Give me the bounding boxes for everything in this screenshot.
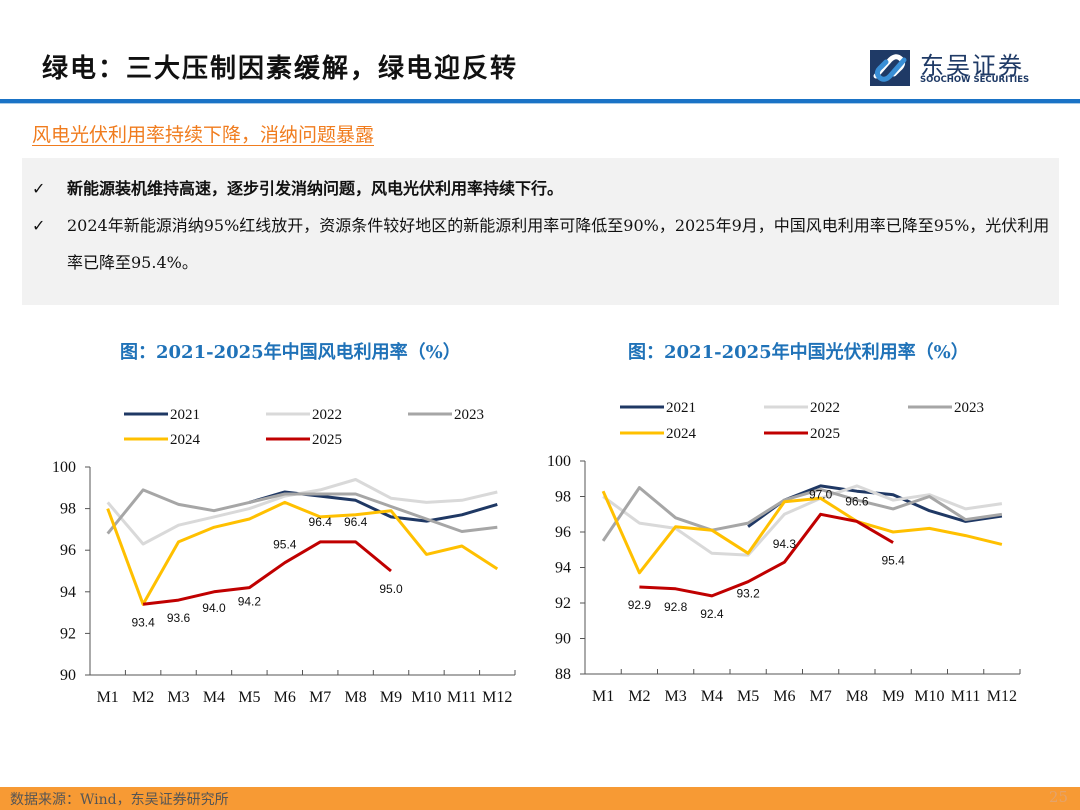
series-line-2023	[601, 486, 1003, 542]
y-tick-label: 92	[60, 625, 76, 642]
x-tick-label: M4	[701, 688, 723, 705]
section-subheading: 风电光伏利用率持续下降，消纳问题暴露	[32, 124, 375, 146]
data-source: 数据来源：Wind，东吴证券研究所	[10, 792, 229, 808]
y-tick-label: 94	[60, 584, 76, 601]
x-tick-label: M8	[345, 689, 367, 706]
legend-label: 2022	[810, 400, 840, 416]
data-label: 95.4	[273, 538, 297, 552]
series-line-2022	[602, 484, 1003, 557]
x-tick-label: M11	[951, 688, 981, 705]
x-tick-label: M10	[411, 689, 441, 706]
y-tick-label: 100	[547, 453, 571, 470]
series-line-2024	[106, 500, 499, 606]
x-tick-label: M1	[592, 688, 614, 705]
data-label: 94.2	[238, 595, 262, 609]
series-line-2023	[106, 488, 498, 535]
series-line-2025	[142, 540, 392, 606]
x-tick-label: M3	[167, 689, 189, 706]
checkmark-icon: ✓	[32, 216, 46, 235]
y-tick-label: 98	[555, 489, 571, 506]
legend-label: 2021	[666, 400, 696, 416]
wind-chart: 90 92 94 96 98 100 M1 M2 M3 M4 M5 M6 M7 M8 M9 M10 M11 M12…	[52, 407, 516, 706]
x-tick-label: M10	[914, 688, 944, 705]
header-divider	[0, 99, 1080, 103]
page-number: 25	[1048, 788, 1068, 806]
x-tick-label: M12	[987, 688, 1017, 705]
y-tick-label: 94	[555, 560, 571, 577]
data-label: 93.6	[167, 611, 191, 625]
y-tick-label: 96	[60, 542, 76, 559]
x-tick-label: M3	[665, 688, 687, 705]
footer-bar: 数据来源：Wind，东吴证券研究所 25	[0, 787, 1080, 810]
y-tick-label: 96	[555, 524, 571, 541]
data-label: 93.2	[736, 587, 760, 601]
y-tick-label: 92	[555, 595, 571, 612]
x-tick-label: M1	[97, 689, 119, 706]
logo-chinese-name: 东吴证券	[920, 52, 1024, 80]
y-tick-label: 88	[555, 666, 571, 683]
data-label: 95.4	[881, 554, 905, 568]
legend-label: 2023	[954, 400, 984, 416]
x-tick-label: M2	[132, 689, 154, 706]
legend-label: 2022	[312, 407, 342, 423]
legend-label: 2021	[170, 407, 200, 423]
y-tick-label: 90	[60, 667, 76, 684]
legend-label: 2023	[454, 407, 484, 423]
x-tick-label: M8	[846, 688, 868, 705]
data-label: 93.4	[131, 615, 155, 629]
legend-label: 2024	[170, 432, 201, 448]
soochow-logo-icon	[870, 50, 910, 86]
pv-chart: 88 90 92 94 96 98 100 M1 M2 M3 M4 M5 M6 M7 M8 M9 M10 M11 M…	[547, 400, 1021, 705]
wind-chart-title: 图：2021-2025年中国风电利用率（%）	[120, 342, 461, 363]
x-tick-label: M7	[309, 689, 331, 706]
company-logo: 东吴证券 SOOCHOW SECURITIES	[870, 48, 1040, 88]
checkmark-icon: ✓	[32, 179, 46, 198]
x-tick-label: M11	[447, 689, 477, 706]
data-label: 96.4	[344, 515, 368, 529]
data-label: 92.8	[664, 600, 688, 614]
data-label: 95.0	[379, 582, 403, 596]
data-label: 94.0	[202, 601, 226, 615]
legend-label: 2025	[312, 432, 342, 448]
logo-english-name: SOOCHOW SECURITIES	[920, 75, 1030, 85]
series-line-2022	[106, 478, 498, 546]
summary-box	[22, 158, 1059, 305]
pv-chart-title: 图：2021-2025年中国光伏利用率（%）	[628, 342, 969, 363]
x-tick-label: M9	[882, 688, 904, 705]
data-label: 94.3	[773, 537, 797, 551]
header-divider-thin	[0, 103, 1080, 104]
bullet-text: 2024年新能源消纳95%红线放开，资源条件较好地区的新能源利用率可降低至90%…	[67, 216, 1050, 272]
x-tick-label: M9	[380, 689, 402, 706]
y-tick-label: 100	[52, 459, 76, 476]
data-label: 96.4	[309, 515, 333, 529]
y-tick-label: 98	[60, 501, 76, 518]
x-tick-label: M5	[737, 688, 759, 705]
x-tick-label: M12	[482, 689, 512, 706]
series-line-2025	[639, 512, 894, 598]
x-tick-label: M2	[628, 688, 650, 705]
data-label: 96.6	[845, 494, 869, 508]
x-tick-label: M5	[238, 689, 260, 706]
series-line-2024	[601, 490, 1003, 575]
bullet-text: 新能源装机维持高速，逐步引发消纳问题，风电光伏利用率持续下行。	[67, 179, 564, 198]
x-tick-label: M7	[810, 688, 832, 705]
x-tick-label: M6	[773, 688, 795, 705]
x-tick-label: M4	[203, 689, 225, 706]
page-title: 绿电：三大压制因素缓解，绿电迎反转	[42, 54, 519, 84]
y-tick-label: 90	[555, 631, 571, 648]
data-label: 92.4	[700, 607, 724, 621]
x-tick-label: M6	[274, 689, 296, 706]
data-label: 97.0	[809, 487, 833, 501]
legend-label: 2024	[666, 426, 697, 442]
data-label: 92.9	[628, 598, 652, 612]
legend-label: 2025	[810, 426, 840, 442]
